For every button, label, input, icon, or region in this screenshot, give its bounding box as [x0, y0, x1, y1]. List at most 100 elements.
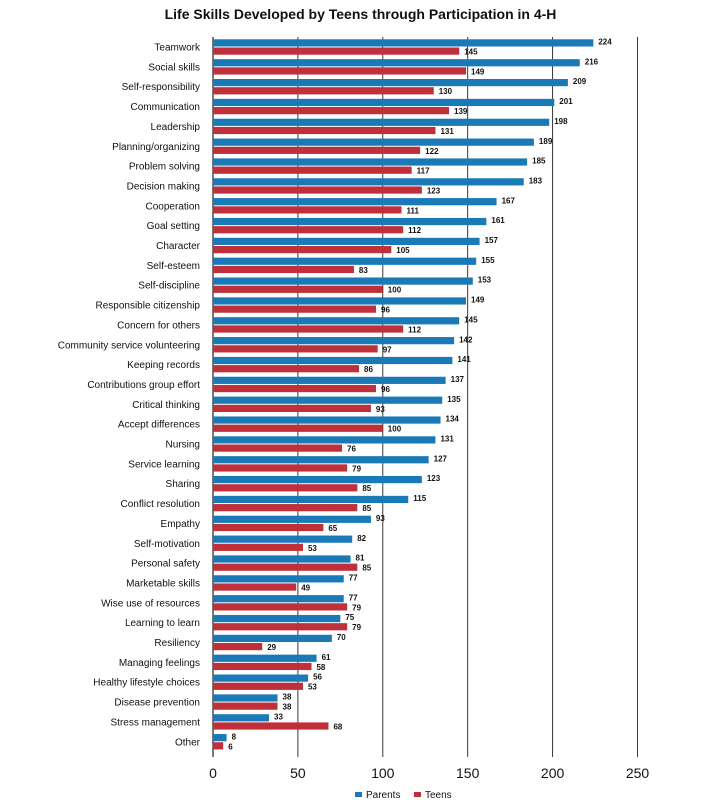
bar-teens — [213, 305, 377, 313]
data-label-teens: 105 — [396, 246, 410, 255]
data-label-teens: 49 — [301, 583, 310, 592]
data-label-parents: 224 — [598, 38, 612, 47]
category-label: Community service volunteering — [58, 340, 200, 351]
bar-parents — [213, 158, 528, 166]
category-label: Character — [156, 241, 201, 252]
category-label: Teamwork — [154, 43, 201, 54]
bar-parents — [213, 138, 534, 146]
category-label: Resiliency — [154, 638, 200, 649]
bar-parents — [213, 98, 555, 107]
data-label-teens: 68 — [333, 722, 342, 731]
bar-teens — [213, 404, 371, 412]
bar-teens — [213, 682, 303, 690]
bar-teens — [213, 226, 404, 234]
bar-parents — [213, 555, 351, 563]
x-tick-label: 50 — [290, 765, 306, 781]
data-label-teens: 85 — [362, 564, 371, 573]
category-label: Self-motivation — [134, 539, 200, 550]
bar-parents — [213, 714, 270, 722]
data-label-teens: 100 — [388, 425, 402, 434]
bar-parents — [213, 694, 278, 702]
category-label: Goal setting — [147, 221, 200, 232]
bar-parents — [213, 456, 429, 464]
category-label: Personal safety — [131, 559, 200, 570]
bar-teens — [213, 87, 434, 95]
bar-teens — [213, 107, 450, 115]
bar-parents — [213, 59, 580, 67]
data-label-parents: 155 — [481, 256, 495, 265]
category-label: Stress management — [111, 717, 201, 728]
x-tick-label: 250 — [626, 765, 650, 781]
bar-parents — [213, 39, 594, 47]
bar-teens — [213, 384, 377, 393]
category-label: Contributions group effort — [87, 380, 200, 391]
data-label-parents: 137 — [451, 375, 465, 384]
category-label: Social skills — [148, 62, 200, 73]
bar-teens — [213, 603, 348, 611]
data-label-teens: 85 — [362, 484, 371, 493]
bar-teens — [213, 504, 358, 512]
category-label: Empathy — [161, 519, 200, 530]
bar-teens — [213, 47, 460, 55]
x-tick-label: 0 — [209, 765, 217, 781]
data-label-teens: 65 — [328, 524, 337, 533]
category-label: Decision making — [127, 181, 200, 192]
bar-parents — [213, 614, 341, 623]
bar-parents — [213, 595, 344, 603]
data-label-parents: 56 — [313, 673, 322, 682]
data-label-parents: 135 — [447, 395, 461, 404]
category-label: Cooperation — [146, 201, 200, 212]
data-label-parents: 134 — [446, 415, 460, 424]
bar-parents — [213, 217, 487, 226]
data-label-parents: 183 — [529, 176, 543, 185]
data-label-teens: 83 — [359, 266, 368, 275]
category-label: Self-discipline — [138, 281, 200, 292]
data-label-parents: 145 — [464, 315, 478, 324]
data-label-teens: 117 — [417, 167, 430, 176]
bar-teens — [213, 285, 383, 293]
data-label-parents: 157 — [485, 236, 499, 245]
data-label-teens: 130 — [439, 87, 453, 96]
category-label: Responsible citizenship — [95, 301, 200, 312]
data-label-parents: 153 — [478, 276, 492, 285]
data-label-teens: 53 — [308, 683, 317, 692]
bar-parents — [213, 674, 309, 682]
data-label-teens: 100 — [388, 286, 402, 295]
data-label-parents: 8 — [232, 732, 237, 741]
bar-parents — [213, 178, 524, 186]
bar-parents — [213, 654, 317, 662]
category-label: Leadership — [151, 122, 201, 133]
bar-teens — [213, 444, 343, 452]
bar-teens — [213, 563, 358, 571]
bar-parents — [213, 257, 477, 265]
data-label-teens: 122 — [425, 147, 439, 156]
data-label-teens: 85 — [362, 504, 371, 513]
data-label-parents: 131 — [440, 435, 454, 444]
category-label: Service learning — [128, 459, 200, 470]
category-label: Other — [175, 737, 201, 748]
data-label-teens: 38 — [283, 703, 292, 712]
bar-parents — [213, 575, 344, 583]
bar-teens — [213, 643, 263, 651]
data-label-teens: 123 — [427, 186, 441, 195]
data-label-parents: 167 — [502, 196, 516, 205]
bar-parents — [213, 634, 332, 642]
bar-teens — [213, 722, 329, 730]
bar-parents — [213, 416, 441, 424]
data-label-teens: 97 — [383, 345, 392, 354]
data-label-teens: 79 — [352, 623, 361, 632]
bar-teens — [213, 126, 436, 135]
x-tick-label: 100 — [371, 765, 395, 781]
legend-label-teens: Teens — [425, 790, 452, 800]
category-label: Planning/organizing — [112, 142, 200, 153]
category-label: Self-responsibility — [122, 82, 200, 93]
data-label-teens: 111 — [406, 206, 419, 215]
category-label: Self-esteem — [147, 261, 200, 272]
category-label: Accept differences — [118, 420, 200, 431]
data-label-parents: 82 — [357, 534, 366, 543]
bar-parents — [213, 317, 460, 325]
bar-parents — [213, 515, 371, 523]
bar-teens — [213, 623, 348, 631]
data-label-parents: 75 — [345, 613, 354, 622]
